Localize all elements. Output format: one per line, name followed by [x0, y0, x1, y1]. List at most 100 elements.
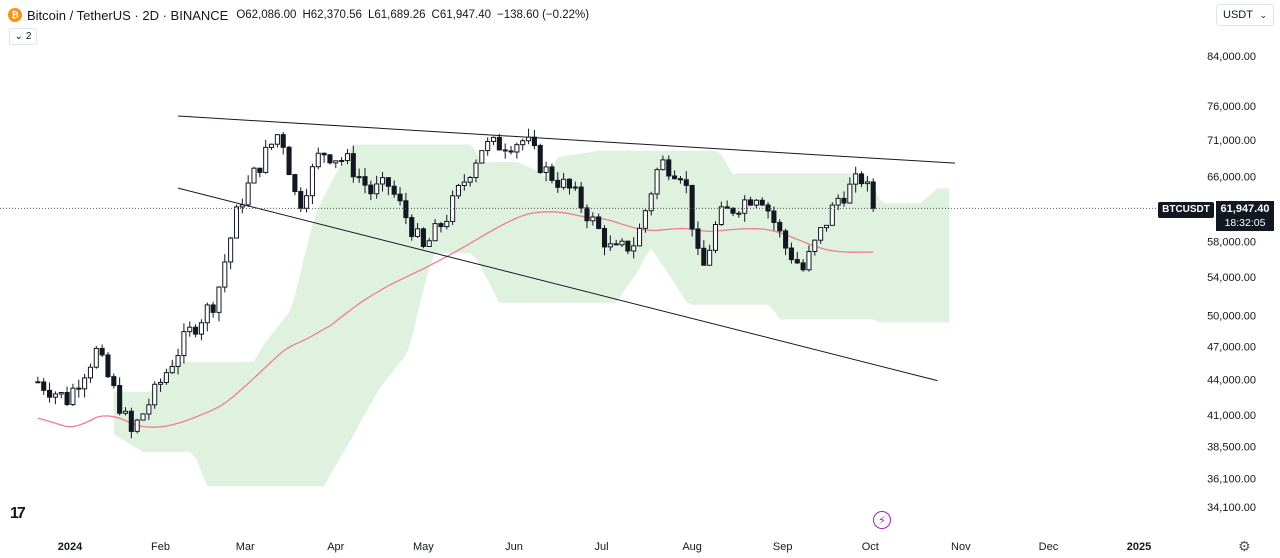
- candle: [526, 136, 532, 142]
- candle: [654, 169, 660, 195]
- lower-trendline[interactable]: [177, 187, 938, 382]
- candle: [496, 136, 502, 151]
- candle: [683, 179, 689, 186]
- ma-line: [37, 211, 874, 428]
- candle: [204, 304, 210, 324]
- close-value: 61,947.40: [439, 9, 491, 21]
- candle: [490, 136, 497, 142]
- candle: [117, 385, 123, 414]
- candle: [391, 185, 397, 195]
- candle: [531, 136, 537, 147]
- candle: [134, 419, 140, 432]
- candle: [479, 150, 485, 164]
- currency-select[interactable]: USDT ⌄: [1216, 4, 1274, 26]
- moving-average-line: [37, 211, 874, 428]
- candle: [356, 176, 362, 179]
- chevron-down-icon: ⌄: [14, 31, 23, 42]
- last-price-badge: 61,947.40 18:32:05: [1216, 201, 1274, 231]
- candle: [374, 183, 380, 195]
- candle: [707, 249, 713, 266]
- candle: [362, 176, 368, 186]
- candle: [677, 178, 683, 181]
- candle: [771, 210, 777, 223]
- candle: [286, 146, 292, 176]
- candle: [379, 177, 386, 185]
- y-tick-label: 76,000.00: [1207, 101, 1256, 113]
- candle: [736, 212, 742, 215]
- candle: [157, 381, 164, 385]
- candle: [298, 191, 304, 209]
- candle: [508, 150, 514, 153]
- price-axis: 84,000.00 76,000.00 71,000.00 66,000.00 58,0…: [1207, 51, 1256, 514]
- candle: [543, 166, 549, 174]
- candle: [409, 217, 415, 237]
- candle: [596, 216, 602, 229]
- candle: [210, 304, 216, 313]
- tradingview-logo-icon[interactable]: 17: [10, 505, 26, 522]
- x-tick-label: 2025: [1127, 541, 1151, 553]
- candle: [742, 199, 748, 214]
- candle: [858, 173, 865, 185]
- candle: [438, 223, 444, 228]
- candle: [637, 227, 643, 247]
- candle: [759, 199, 765, 206]
- candle: [76, 387, 82, 390]
- candle: [321, 152, 327, 156]
- y-tick-label: 54,000.00: [1207, 272, 1256, 284]
- indicators-toggle-button[interactable]: ⌄ 2: [9, 28, 37, 45]
- candle: [461, 181, 467, 186]
- candle: [152, 383, 158, 406]
- candle: [818, 227, 824, 241]
- candle: [47, 389, 53, 398]
- y-tick-label: 71,000.00: [1207, 135, 1256, 147]
- candle: [257, 167, 263, 173]
- candle: [193, 326, 199, 335]
- candle: [666, 159, 672, 177]
- candle: [829, 204, 835, 226]
- candle: [315, 152, 321, 168]
- ichimoku-cloud: [113, 144, 950, 487]
- upper-trendline[interactable]: [178, 115, 956, 164]
- x-tick-label: Oct: [862, 541, 879, 553]
- candle: [631, 245, 637, 252]
- candle: [566, 178, 572, 189]
- candle: [228, 237, 234, 263]
- candle: [584, 207, 590, 222]
- flash-icon[interactable]: ⚡: [873, 511, 891, 529]
- open-value: 62,086.00: [245, 9, 297, 21]
- candle: [712, 224, 719, 251]
- bitcoin-icon: ₿: [8, 8, 22, 22]
- candle: [146, 404, 152, 415]
- candle: [368, 184, 374, 195]
- chevron-down-icon: ⌄: [1259, 9, 1267, 20]
- candle: [41, 381, 47, 391]
- symbol-title[interactable]: Bitcoin / TetherUS · 2D · BINANCE: [27, 7, 229, 23]
- candle: [806, 250, 812, 271]
- candle: [128, 410, 134, 432]
- candle: [52, 393, 58, 398]
- candle: [274, 134, 280, 145]
- candle: [280, 134, 286, 148]
- candle: [87, 366, 93, 379]
- candle: [350, 153, 356, 178]
- time-axis: 2024 Feb Mar Apr May Jun Jul Aug Sep Oct Nov Dec 202…: [58, 541, 1151, 553]
- candle: [473, 162, 479, 178]
- candle: [578, 186, 584, 209]
- x-tick-label: Apr: [327, 541, 344, 553]
- candle: [724, 206, 730, 209]
- candle: [70, 387, 76, 406]
- candle: [514, 144, 520, 153]
- candle: [222, 261, 228, 288]
- candle: [520, 140, 526, 146]
- candle: [309, 166, 315, 197]
- candle: [251, 167, 257, 184]
- x-tick-label: Aug: [682, 541, 702, 553]
- currency-label: USDT: [1223, 9, 1253, 21]
- gear-icon[interactable]: ⚙: [1238, 538, 1251, 554]
- candle: [198, 322, 204, 335]
- candle: [561, 178, 567, 188]
- candle: [689, 184, 695, 230]
- candle: [426, 240, 432, 247]
- candle: [415, 228, 421, 237]
